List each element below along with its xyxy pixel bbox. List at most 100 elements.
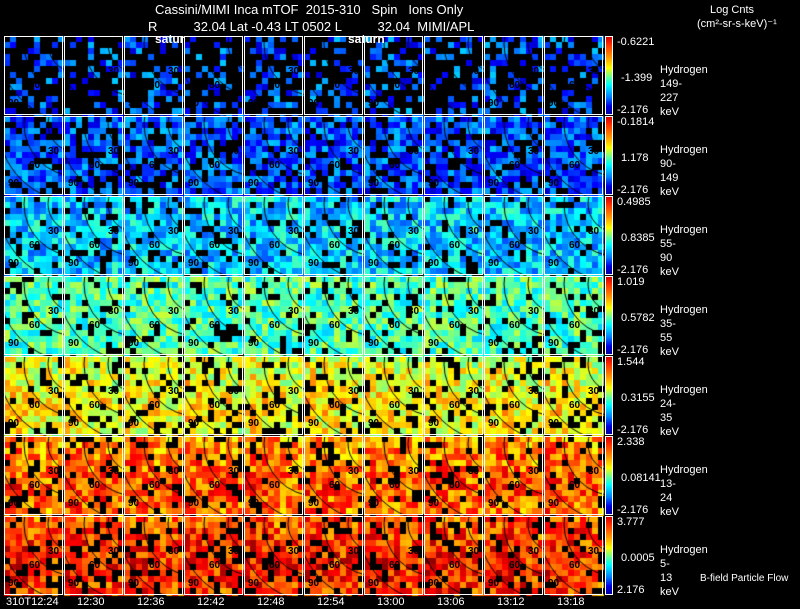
pitch-angle-label: 60 (329, 560, 341, 571)
row-species-label: Hydrogen (660, 144, 708, 156)
pitch-angle-label: 60 (209, 400, 221, 411)
colorbar (605, 196, 613, 275)
heatmap-panel (64, 116, 123, 195)
colorbar-max-label: 1.544 (617, 356, 645, 368)
pitch-angle-label: 60 (209, 240, 221, 251)
pitch-angle-label: 30 (48, 466, 60, 477)
heatmap-panel (544, 196, 603, 275)
pitch-angle-label: 30 (588, 226, 600, 237)
heatmap-panel (484, 356, 543, 435)
pitch-angle-label: 90 (248, 498, 260, 509)
pitch-angle-label: 90 (8, 578, 20, 589)
pitch-angle-label: 60 (569, 560, 581, 571)
heatmap-panel (364, 116, 423, 195)
pitch-angle-label: 60 (149, 80, 161, 91)
pitch-angle-label: 60 (29, 400, 41, 411)
colorbar (605, 356, 613, 435)
pitch-angle-label: 60 (449, 160, 461, 171)
heatmap-panel (244, 436, 303, 515)
heatmap-panel (304, 436, 363, 515)
bfield-legend: B-field Particle Flow (700, 573, 789, 584)
colorbar-min-label: -2.176 (617, 504, 649, 516)
heatmap-panel (304, 196, 363, 275)
pitch-angle-label: 90 (188, 418, 200, 429)
pitch-angle-label: 60 (269, 320, 281, 331)
heatmap-panel (124, 356, 183, 435)
pitch-angle-label: 30 (288, 226, 300, 237)
time-tick-label: 13:12 (497, 596, 525, 608)
pitch-angle-label: 30 (408, 546, 420, 557)
pitch-angle-label: 90 (188, 578, 200, 589)
pitch-angle-label: 30 (468, 546, 480, 557)
pitch-angle-label: 60 (509, 240, 521, 251)
heatmap-panel (124, 276, 183, 355)
pitch-angle-label: 60 (569, 160, 581, 171)
pitch-angle-label: 90 (548, 338, 560, 349)
pitch-angle-label: 90 (428, 578, 440, 589)
pitch-angle-label: 90 (428, 178, 440, 189)
pitch-angle-label: 60 (329, 400, 341, 411)
pitch-angle-label: 30 (468, 146, 480, 157)
pitch-angle-label: 60 (149, 240, 161, 251)
pitch-angle-label: 30 (408, 66, 420, 77)
pitch-angle-label: 30 (468, 226, 480, 237)
pitch-angle-label: 90 (368, 178, 380, 189)
heatmap-panel (4, 196, 63, 275)
row-energy-label: 5-13 keV (660, 558, 679, 598)
heatmap-panel (424, 356, 483, 435)
heatmap-panel (184, 196, 243, 275)
colorbar (605, 436, 613, 515)
pitch-angle-label: 90 (248, 418, 260, 429)
pitch-angle-label: 60 (89, 160, 101, 171)
heatmap-panel (304, 36, 363, 115)
pitch-angle-label: 30 (348, 546, 360, 557)
pitch-angle-label: 30 (588, 466, 600, 477)
pitch-angle-label: 30 (348, 386, 360, 397)
pitch-angle-label: 90 (8, 338, 20, 349)
pitch-angle-label: 30 (468, 386, 480, 397)
pitch-angle-label: 60 (449, 320, 461, 331)
pitch-angle-label: 30 (168, 66, 180, 77)
pitch-angle-label: 90 (488, 578, 500, 589)
overlay-label: saturn (348, 32, 385, 46)
pitch-angle-label: 30 (228, 146, 240, 157)
pitch-angle-label: 30 (288, 546, 300, 557)
row-energy-label: 24-35 keV (660, 398, 679, 438)
plot-subtitle: R 32.04 Lat -0.43 LT 0502 L 32.04 MIMI/A… (148, 19, 475, 34)
pitch-angle-label: 30 (168, 386, 180, 397)
pitch-angle-label: 60 (329, 480, 341, 491)
pitch-angle-label: 90 (368, 338, 380, 349)
heatmap-panel (184, 356, 243, 435)
pitch-angle-label: 60 (29, 480, 41, 491)
colorbar-min-label: -2.176 (617, 344, 649, 356)
colorbar-mid-label: 0.08141 (621, 472, 661, 484)
pitch-angle-label: 60 (569, 400, 581, 411)
heatmap-panel (304, 276, 363, 355)
pitch-angle-label: 60 (389, 400, 401, 411)
pitch-angle-label: 60 (509, 480, 521, 491)
pitch-angle-label: 90 (368, 418, 380, 429)
heatmap-panel (124, 436, 183, 515)
heatmap-panel (364, 196, 423, 275)
pitch-angle-label: 90 (68, 338, 80, 349)
heatmap-panel (484, 116, 543, 195)
colorbar-min-label: -2.176 (617, 424, 649, 436)
time-tick-label: 12:36 (137, 596, 165, 608)
pitch-angle-label: 90 (308, 178, 320, 189)
pitch-angle-label: 60 (569, 80, 581, 91)
heatmap-panel (184, 516, 243, 595)
time-tick-label: 12:30 (77, 596, 105, 608)
pitch-angle-label: 90 (248, 578, 260, 589)
pitch-angle-label: 90 (68, 98, 80, 109)
pitch-angle-label: 90 (428, 498, 440, 509)
pitch-angle-label: 90 (68, 178, 80, 189)
pitch-angle-label: 90 (308, 418, 320, 429)
pitch-angle-label: 30 (288, 386, 300, 397)
row-energy-label: 55-90 keV (660, 238, 679, 278)
pitch-angle-label: 90 (368, 98, 380, 109)
pitch-angle-label: 90 (188, 98, 200, 109)
pitch-angle-label: 90 (8, 498, 20, 509)
pitch-angle-label: 90 (308, 98, 320, 109)
heatmap-panel (484, 196, 543, 275)
pitch-angle-label: 30 (408, 146, 420, 157)
